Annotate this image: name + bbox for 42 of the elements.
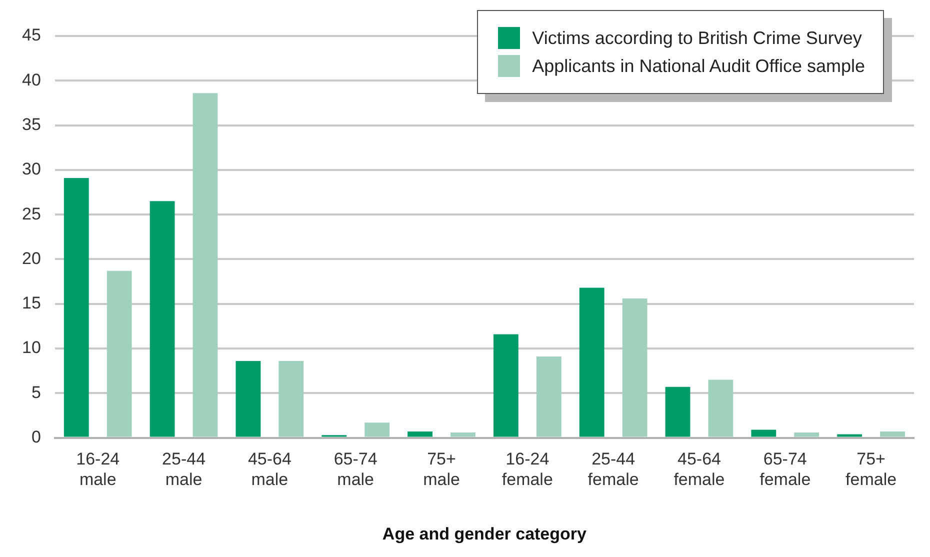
y-tick-label: 20 — [22, 248, 41, 268]
y-tick-label: 15 — [22, 294, 41, 313]
y-tick-label: 35 — [22, 114, 41, 134]
y-tick-label: 10 — [22, 338, 41, 358]
x-tick-label: 16-24 male — [76, 450, 120, 490]
y-tick-label: 0 — [31, 427, 41, 446]
bar — [794, 432, 820, 437]
y-tick-label: 5 — [31, 382, 41, 402]
x-tick-label: 75+ male — [423, 450, 460, 490]
y-tick-label: 40 — [22, 70, 41, 90]
bar — [236, 361, 261, 437]
x-tick-label: 65-74 male — [334, 450, 378, 490]
bar — [622, 298, 648, 437]
bar — [450, 432, 476, 437]
legend-label: Applicants in National Audit Office sample — [532, 56, 865, 76]
x-tick-label: 25-44 male — [162, 450, 206, 490]
x-tick-label: 45-64 female — [674, 450, 725, 490]
bar — [837, 434, 862, 437]
bar — [364, 422, 390, 437]
bar — [579, 288, 604, 437]
bar — [708, 380, 734, 437]
bar — [665, 386, 690, 437]
x-tick-label: 75+ female — [846, 450, 897, 490]
bar — [493, 334, 518, 437]
legend-label: Victims according to British Crime Survey — [532, 28, 862, 48]
x-tick-label: 65-74 female — [760, 450, 811, 490]
bar — [751, 430, 776, 437]
y-tick-label: 30 — [22, 160, 41, 179]
x-tick-label: 45-64 male — [248, 450, 292, 490]
y-tick-label: 25 — [22, 204, 41, 224]
bar — [408, 432, 432, 437]
x-tick-label: 25-44 female — [588, 450, 639, 490]
bar — [64, 178, 89, 437]
bar — [150, 201, 175, 437]
bar — [192, 93, 218, 437]
x-tick-label: 16-24 female — [502, 450, 553, 490]
bar — [106, 270, 132, 437]
bar — [536, 356, 562, 437]
x-axis-title: Age and gender category — [382, 524, 588, 544]
bar — [880, 432, 905, 437]
y-tick-label: 45 — [22, 26, 41, 45]
bar — [278, 361, 304, 437]
